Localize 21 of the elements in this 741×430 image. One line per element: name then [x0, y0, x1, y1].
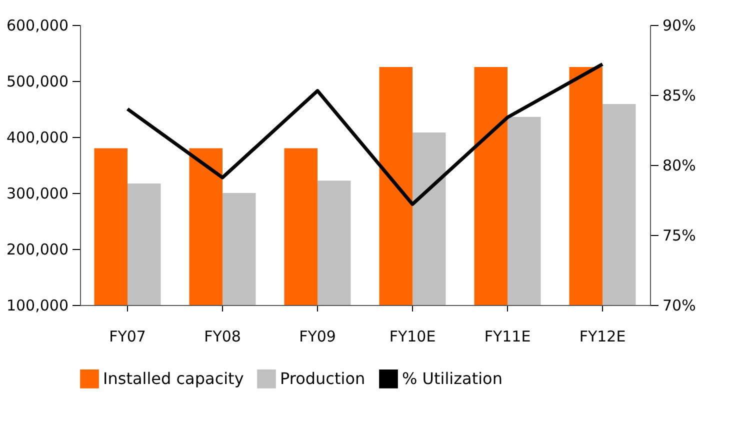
x-tick-label: FY09 — [299, 328, 336, 346]
y-tick-label: 600,000 — [6, 16, 68, 34]
y2-tick-label: 80% — [662, 156, 696, 174]
legend-label: Installed capacity — [103, 368, 244, 388]
y2-tick-label: 85% — [662, 86, 696, 104]
y2-tick-label: 70% — [662, 296, 696, 314]
x-tick-label: FY12E — [579, 328, 626, 346]
legend-label: Production — [280, 368, 366, 388]
y-tick-label: 300,000 — [6, 184, 68, 202]
x-tick-label: FY08 — [204, 328, 241, 346]
line-series — [126, 62, 604, 206]
y-tick-label: 200,000 — [6, 240, 68, 258]
y-tick-label: 100,000 — [6, 296, 68, 314]
x-tick-label: FY10E — [389, 328, 436, 346]
legend-label: % Utilization — [402, 368, 502, 388]
y2-tick-label: 75% — [662, 226, 696, 244]
y-tick-label: 400,000 — [6, 128, 68, 146]
y-tick-label: 500,000 — [6, 72, 68, 90]
x-tick-label: FY07 — [109, 328, 146, 346]
y2-tick-label: 90% — [662, 16, 696, 34]
x-tick-label: FY11E — [484, 328, 531, 346]
